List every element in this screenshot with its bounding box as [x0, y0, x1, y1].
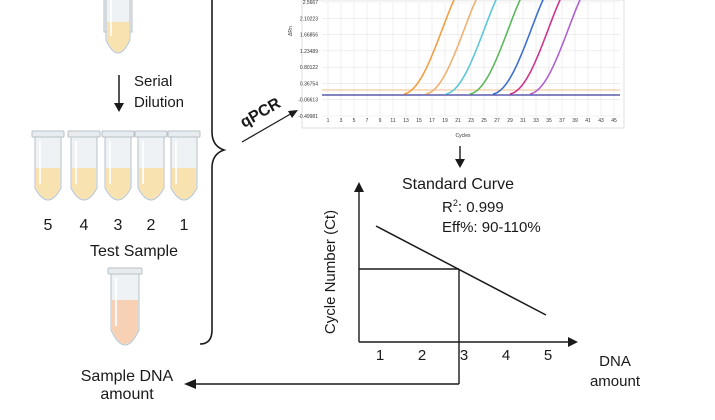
sc-x-axis-arrowhead — [568, 337, 578, 347]
serial-dilution-arrow — [114, 75, 124, 112]
amp-x-tick: 17 — [429, 118, 435, 124]
sc-x-tick-1: 1 — [376, 347, 384, 364]
amp-x-tick: 27 — [494, 118, 500, 124]
amplification-curve — [509, 0, 561, 95]
sc-regression-line — [375, 225, 547, 316]
amp-y-tick: -0.49981 — [298, 114, 318, 120]
amp-x-tick: 11 — [390, 118, 395, 124]
tube-number-4: 4 — [80, 217, 89, 234]
amp-x-axis-label: Cycles — [455, 133, 471, 139]
stock-tube — [103, 0, 133, 54]
tube-number-3: 3 — [114, 217, 123, 234]
dilution-tube — [101, 130, 135, 201]
serial-label-line1: Serial — [134, 73, 172, 90]
test-sample-tube — [107, 267, 143, 346]
efficiency-text: Eff%: 90-110% — [442, 219, 541, 236]
r2-text: R2: 0.999 — [442, 198, 504, 216]
amp-x-tick: 41 — [585, 118, 591, 124]
amp-x-tick: 31 — [520, 118, 526, 124]
test-sample-label: Test Sample — [90, 243, 178, 260]
amp-x-tick: 5 — [353, 118, 356, 124]
dilution-tube — [31, 130, 65, 201]
amp-y-tick: -0.06613 — [298, 98, 318, 104]
amp-x-tick: 7 — [366, 118, 369, 124]
amplification-curve — [403, 0, 455, 95]
amplification-curve — [425, 0, 477, 95]
amp-x-tick: 25 — [481, 118, 487, 124]
amplification-curve — [529, 0, 581, 95]
dilution-tube — [134, 130, 168, 201]
amp-x-tick: 21 — [455, 118, 461, 124]
sc-x-tick-3: 3 — [460, 347, 468, 364]
amp-y-tick: 1.23489 — [300, 49, 318, 55]
amp-y-tick: 2.10223 — [300, 16, 318, 22]
amp-x-tick: 23 — [468, 118, 474, 124]
r2-prefix: R — [442, 199, 453, 216]
amp-x-tick: 37 — [559, 118, 565, 124]
amp-x-tick: 43 — [598, 118, 604, 124]
sc-x-tick-2: 2 — [418, 347, 426, 364]
amp-x-tick: 39 — [572, 118, 578, 124]
grouping-brace — [199, 0, 227, 345]
amp-y-tick: 1.66856 — [300, 33, 318, 39]
amp-x-tick: 35 — [546, 118, 552, 124]
amp-x-tick: 1 — [327, 118, 330, 124]
dilution-tube — [67, 130, 101, 201]
sample-dna-label-line2: amount — [100, 386, 154, 403]
standard-curve-plot: 1 2 3 4 5 Cycle Number (Ct) DNA amount — [322, 182, 641, 390]
sample-dna-label-line1: Sample DNA — [81, 368, 174, 385]
r2-superscript: 2 — [453, 198, 458, 208]
amplification-curve — [492, 0, 544, 95]
amp-x-tick: 9 — [379, 118, 382, 124]
sc-x-axis-label-line1: DNA — [599, 353, 631, 370]
amplification-curve — [445, 0, 497, 95]
standard-curve-title: Standard Curve — [402, 176, 514, 193]
sc-x-axis-label-line2: amount — [590, 373, 641, 390]
to-sample-dna-arrow — [184, 379, 459, 389]
amplification-curve — [469, 0, 521, 95]
amp-y-axis-label: ΔRn — [288, 26, 294, 36]
tube-number-5: 5 — [44, 217, 53, 234]
amp-y-tick: 0.36754 — [300, 81, 318, 87]
amplification-plot: 2.5667 2.10223 1.66856 1.23489 0.80122 0.3675… — [288, 0, 625, 139]
tube-number-1: 1 — [180, 217, 189, 234]
amp-x-tick: 29 — [507, 118, 513, 124]
amp-y-tick: 2.5667 — [303, 0, 319, 6]
to-standard-curve-arrow — [455, 146, 465, 168]
amp-x-tick: 45 — [611, 118, 617, 124]
r2-value: : 0.999 — [458, 199, 504, 216]
amp-x-tick: 33 — [533, 118, 539, 124]
sc-y-axis-arrowhead — [354, 182, 364, 192]
qpcr-label: qPCR — [238, 95, 285, 132]
sc-y-axis-label: Cycle Number (Ct) — [322, 210, 339, 334]
amp-y-tick: 0.80122 — [300, 65, 318, 71]
amp-x-tick: 19 — [442, 118, 448, 124]
amp-x-tick: 15 — [416, 118, 422, 124]
sc-x-tick-5: 5 — [544, 347, 552, 364]
dilution-tube-row — [31, 130, 201, 201]
qpcr-arrow — [241, 110, 298, 143]
amp-x-tick: 3 — [340, 118, 343, 124]
sc-x-tick-4: 4 — [502, 347, 510, 364]
serial-label-line2: Dilution — [134, 94, 184, 111]
dilution-tube — [167, 130, 201, 201]
tube-number-2: 2 — [147, 217, 156, 234]
amp-x-tick: 13 — [403, 118, 409, 124]
